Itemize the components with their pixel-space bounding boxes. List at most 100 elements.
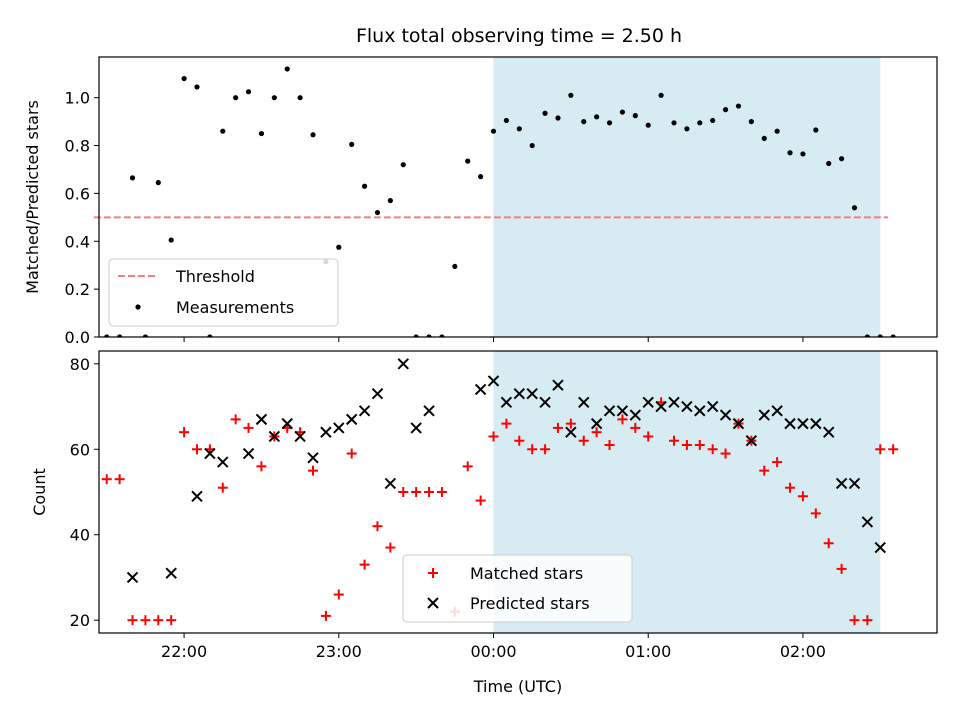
predicted-point	[668, 396, 680, 408]
matched-point	[540, 444, 551, 455]
predicted-point	[681, 400, 693, 413]
predicted-point	[513, 388, 525, 400]
matched-point	[514, 435, 525, 446]
measurement-point	[413, 334, 419, 337]
predicted-point	[629, 409, 642, 421]
predicted-point	[603, 405, 616, 417]
predicted-point	[217, 456, 229, 468]
measurement-point	[104, 334, 110, 337]
legend-predicted-label: Predicted stars	[470, 594, 590, 613]
measurement-point	[619, 109, 626, 115]
predicted-point	[526, 388, 538, 400]
predicted-point	[345, 413, 358, 426]
predicted-point	[797, 417, 809, 430]
matched-point	[114, 474, 125, 485]
measurement-point	[864, 334, 870, 337]
matched-point	[630, 422, 641, 433]
predicted-point	[771, 405, 783, 417]
data-layer	[104, 66, 896, 337]
legend-measurement-label: Measurements	[176, 298, 294, 317]
measurement-point	[387, 197, 393, 204]
measurement-point	[478, 174, 484, 180]
measurement-point	[336, 244, 342, 250]
matched-point	[720, 448, 731, 459]
predicted-point	[565, 426, 577, 438]
matched-point	[359, 559, 370, 570]
measurement-point	[529, 142, 535, 149]
predicted-point	[333, 422, 345, 434]
measurement-point	[439, 334, 445, 337]
predicted-point	[655, 400, 667, 413]
legend-threshold-label: Threshold	[175, 267, 255, 286]
matched-point	[256, 461, 267, 472]
matched-point	[888, 444, 899, 455]
measurement-point	[181, 75, 187, 82]
chart-title: Flux total observing time = 2.50 h	[356, 25, 682, 47]
measurement-point	[465, 158, 471, 164]
predicted-point	[745, 435, 758, 447]
measurement-point	[220, 128, 226, 134]
series-predicted-stars	[126, 358, 886, 584]
matched-point	[785, 482, 796, 493]
predicted-point	[204, 447, 216, 460]
predicted-point	[255, 413, 268, 426]
y-tick-label: 1.0	[65, 89, 90, 108]
predicted-point	[539, 396, 551, 408]
matched-point	[462, 461, 473, 472]
matched-point	[849, 615, 860, 626]
predicted-point	[578, 396, 590, 408]
series-measurements	[104, 66, 896, 337]
predicted-point	[848, 477, 861, 490]
predicted-point	[281, 417, 293, 430]
y-axis-label: Matched/Predicted stars	[23, 100, 42, 294]
matched-point	[166, 615, 177, 626]
measurement-point	[645, 122, 651, 128]
predicted-point	[165, 567, 177, 579]
measurement-point	[555, 115, 561, 121]
predicted-point	[694, 405, 706, 417]
measurement-point	[568, 92, 574, 98]
measurement-point	[890, 334, 896, 337]
legend-matched-label: Matched stars	[470, 564, 583, 583]
legend-bottom: Matched stars Predicted stars	[402, 554, 633, 623]
measurement-point	[310, 132, 316, 138]
predicted-point	[552, 379, 564, 391]
predicted-point	[810, 417, 822, 430]
predicted-point	[861, 516, 874, 528]
y-tick-label: 0.4	[65, 232, 90, 251]
matched-point	[681, 440, 692, 450]
measurement-point	[542, 110, 548, 116]
legend-box	[402, 554, 633, 623]
matched-point	[643, 431, 654, 442]
predicted-point	[371, 388, 384, 400]
matched-point	[797, 491, 808, 502]
matched-point	[398, 487, 409, 497]
predicted-point	[474, 383, 487, 396]
measurement-point	[194, 84, 200, 90]
matched-point	[127, 615, 138, 626]
matched-point	[424, 487, 435, 497]
predicted-point	[191, 490, 203, 502]
predicted-point	[874, 541, 886, 554]
predicted-point	[268, 430, 281, 443]
top-panel: 0.0 0.2 0.4 0.6 0.8 1.0 Matched/Predicted star…	[23, 56, 938, 347]
legend-measurement-swatch	[135, 304, 141, 310]
matched-point	[320, 610, 331, 621]
measurement-point	[142, 334, 149, 337]
predicted-point	[758, 409, 770, 421]
axes-frame	[98, 350, 938, 634]
matched-point	[475, 495, 486, 506]
y-tick-label: 0.0	[65, 328, 90, 347]
predicted-point	[320, 426, 332, 438]
predicted-point	[732, 417, 745, 430]
y-tick-label: 0.2	[65, 280, 90, 299]
legend-predicted-swatch	[427, 597, 439, 609]
measurement-point	[426, 334, 432, 337]
matched-point	[243, 422, 254, 433]
y-tick-label: 0.6	[65, 184, 90, 203]
y-axis-label: Count	[30, 468, 49, 516]
y-tick-label: 20	[70, 611, 90, 630]
measurement-point	[787, 150, 793, 156]
predicted-point	[835, 477, 848, 490]
matched-point	[578, 435, 589, 446]
